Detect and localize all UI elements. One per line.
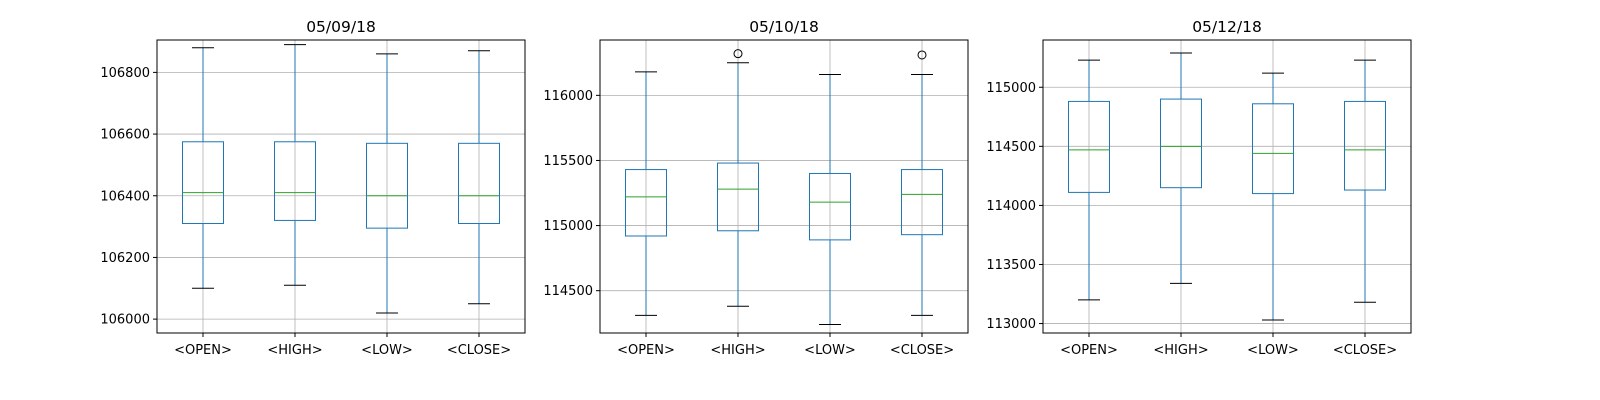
box-open — [182, 47, 224, 289]
chart-panel-3: 113000 113500 114000 114500 115000 <OPEN> <HIG… — [986, 18, 1412, 358]
iqr-box — [1252, 103, 1294, 195]
box-low — [1252, 72, 1294, 321]
x-tick-label: <HIGH> — [1153, 343, 1208, 358]
axes-frame — [156, 39, 526, 334]
x-tick-label: <CLOSE> — [890, 343, 954, 358]
box-open — [625, 71, 667, 316]
box-high — [717, 49, 759, 307]
x-tick-label: <OPEN> — [1060, 343, 1118, 358]
x-tick-label: <LOW> — [1247, 343, 1299, 358]
iqr-box — [625, 169, 667, 237]
y-tick-label: 106000 — [100, 313, 150, 328]
y-tick-label: 106800 — [100, 66, 150, 81]
y-tick-label: 115000 — [543, 219, 593, 234]
box-low — [366, 53, 408, 314]
iqr-box — [717, 162, 759, 232]
x-tick-label: <LOW> — [361, 343, 413, 358]
box-close — [1344, 59, 1386, 303]
iqr-box — [1068, 100, 1110, 193]
iqr-box — [458, 142, 500, 225]
iqr-box — [182, 141, 224, 225]
y-tick-label: 114500 — [543, 284, 593, 299]
y-tick-label: 114500 — [986, 140, 1036, 155]
chart-panel-2: 114500 115000 115500 116000 <OPEN> <HIGH> <LOW… — [543, 18, 969, 358]
y-tick-label: 106600 — [100, 128, 150, 143]
x-tick-label: <OPEN> — [617, 343, 675, 358]
outlier-point — [733, 49, 743, 59]
y-tick-label: 106200 — [100, 251, 150, 266]
x-tick-label: <HIGH> — [710, 343, 765, 358]
x-tick-label: <OPEN> — [174, 343, 232, 358]
y-tick-label: 115000 — [986, 81, 1036, 96]
outlier-point — [917, 50, 927, 60]
iqr-box — [366, 142, 408, 229]
chart-title: 05/09/18 — [306, 18, 376, 36]
box-open — [1068, 59, 1110, 301]
iqr-box — [274, 141, 316, 221]
box-high — [274, 44, 316, 286]
axes-frame — [599, 39, 969, 334]
box-close — [458, 50, 500, 305]
iqr-box — [1344, 100, 1386, 191]
y-tick-label: 114000 — [986, 199, 1036, 214]
y-tick-label: 106400 — [100, 189, 150, 204]
chart-title: 05/12/18 — [1192, 18, 1262, 36]
x-tick-label: <CLOSE> — [1333, 343, 1397, 358]
axes-frame — [1042, 39, 1412, 334]
chart-title: 05/10/18 — [749, 18, 819, 36]
chart-panel-1: 106000 106200 106400 106600 106800 <OPEN> <HIG… — [100, 18, 526, 358]
x-tick-label: <CLOSE> — [447, 343, 511, 358]
y-tick-label: 115500 — [543, 154, 593, 169]
box-close — [901, 50, 943, 316]
iqr-box — [1160, 98, 1202, 189]
iqr-box — [901, 169, 943, 236]
x-tick-label: <LOW> — [804, 343, 856, 358]
x-tick-label: <HIGH> — [267, 343, 322, 358]
y-tick-label: 113000 — [986, 317, 1036, 332]
iqr-box — [809, 172, 851, 241]
box-low — [809, 74, 851, 326]
box-high — [1160, 52, 1202, 284]
y-tick-label: 116000 — [543, 89, 593, 104]
y-tick-label: 113500 — [986, 258, 1036, 273]
